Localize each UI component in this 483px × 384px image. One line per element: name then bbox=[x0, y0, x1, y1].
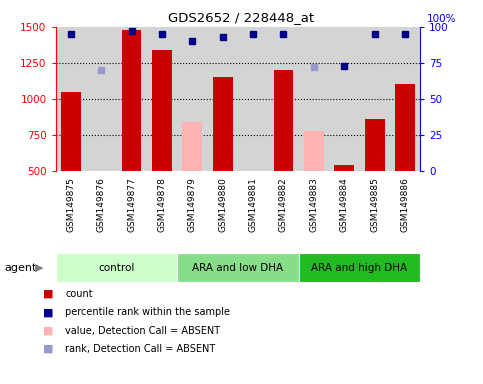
Bar bbox=[365, 119, 384, 171]
Text: count: count bbox=[65, 289, 93, 299]
Text: GSM149885: GSM149885 bbox=[370, 177, 379, 232]
Text: ■: ■ bbox=[43, 307, 54, 317]
Text: value, Detection Call = ABSENT: value, Detection Call = ABSENT bbox=[65, 326, 220, 336]
Text: percentile rank within the sample: percentile rank within the sample bbox=[65, 307, 230, 317]
Bar bbox=[213, 77, 232, 171]
Bar bbox=[56, 253, 177, 282]
Text: GSM149882: GSM149882 bbox=[279, 177, 288, 232]
Text: GSM149884: GSM149884 bbox=[340, 177, 349, 232]
Bar bbox=[334, 165, 354, 171]
Text: agent: agent bbox=[5, 263, 37, 273]
Text: GSM149880: GSM149880 bbox=[218, 177, 227, 232]
Text: ARA and high DHA: ARA and high DHA bbox=[312, 263, 408, 273]
Text: GSM149879: GSM149879 bbox=[188, 177, 197, 232]
Bar bbox=[61, 92, 81, 171]
Text: GSM149878: GSM149878 bbox=[157, 177, 167, 232]
Text: ■: ■ bbox=[43, 289, 54, 299]
Text: ARA and low DHA: ARA and low DHA bbox=[192, 263, 284, 273]
Bar bbox=[304, 131, 324, 171]
Text: control: control bbox=[98, 263, 134, 273]
Text: ■: ■ bbox=[43, 326, 54, 336]
Text: GSM149886: GSM149886 bbox=[400, 177, 410, 232]
Text: ▶: ▶ bbox=[35, 263, 43, 273]
Bar bbox=[273, 70, 293, 171]
Text: ■: ■ bbox=[43, 344, 54, 354]
Text: GSM149875: GSM149875 bbox=[66, 177, 75, 232]
Text: GDS2652 / 228448_at: GDS2652 / 228448_at bbox=[169, 12, 314, 25]
Bar bbox=[122, 30, 142, 171]
Bar bbox=[298, 253, 420, 282]
Text: GSM149876: GSM149876 bbox=[97, 177, 106, 232]
Bar bbox=[152, 50, 172, 171]
Text: 100%: 100% bbox=[427, 14, 456, 24]
Bar bbox=[183, 122, 202, 171]
Bar bbox=[177, 253, 298, 282]
Text: GSM149883: GSM149883 bbox=[309, 177, 318, 232]
Text: GSM149877: GSM149877 bbox=[127, 177, 136, 232]
Text: rank, Detection Call = ABSENT: rank, Detection Call = ABSENT bbox=[65, 344, 215, 354]
Bar bbox=[395, 84, 415, 171]
Text: GSM149881: GSM149881 bbox=[249, 177, 257, 232]
